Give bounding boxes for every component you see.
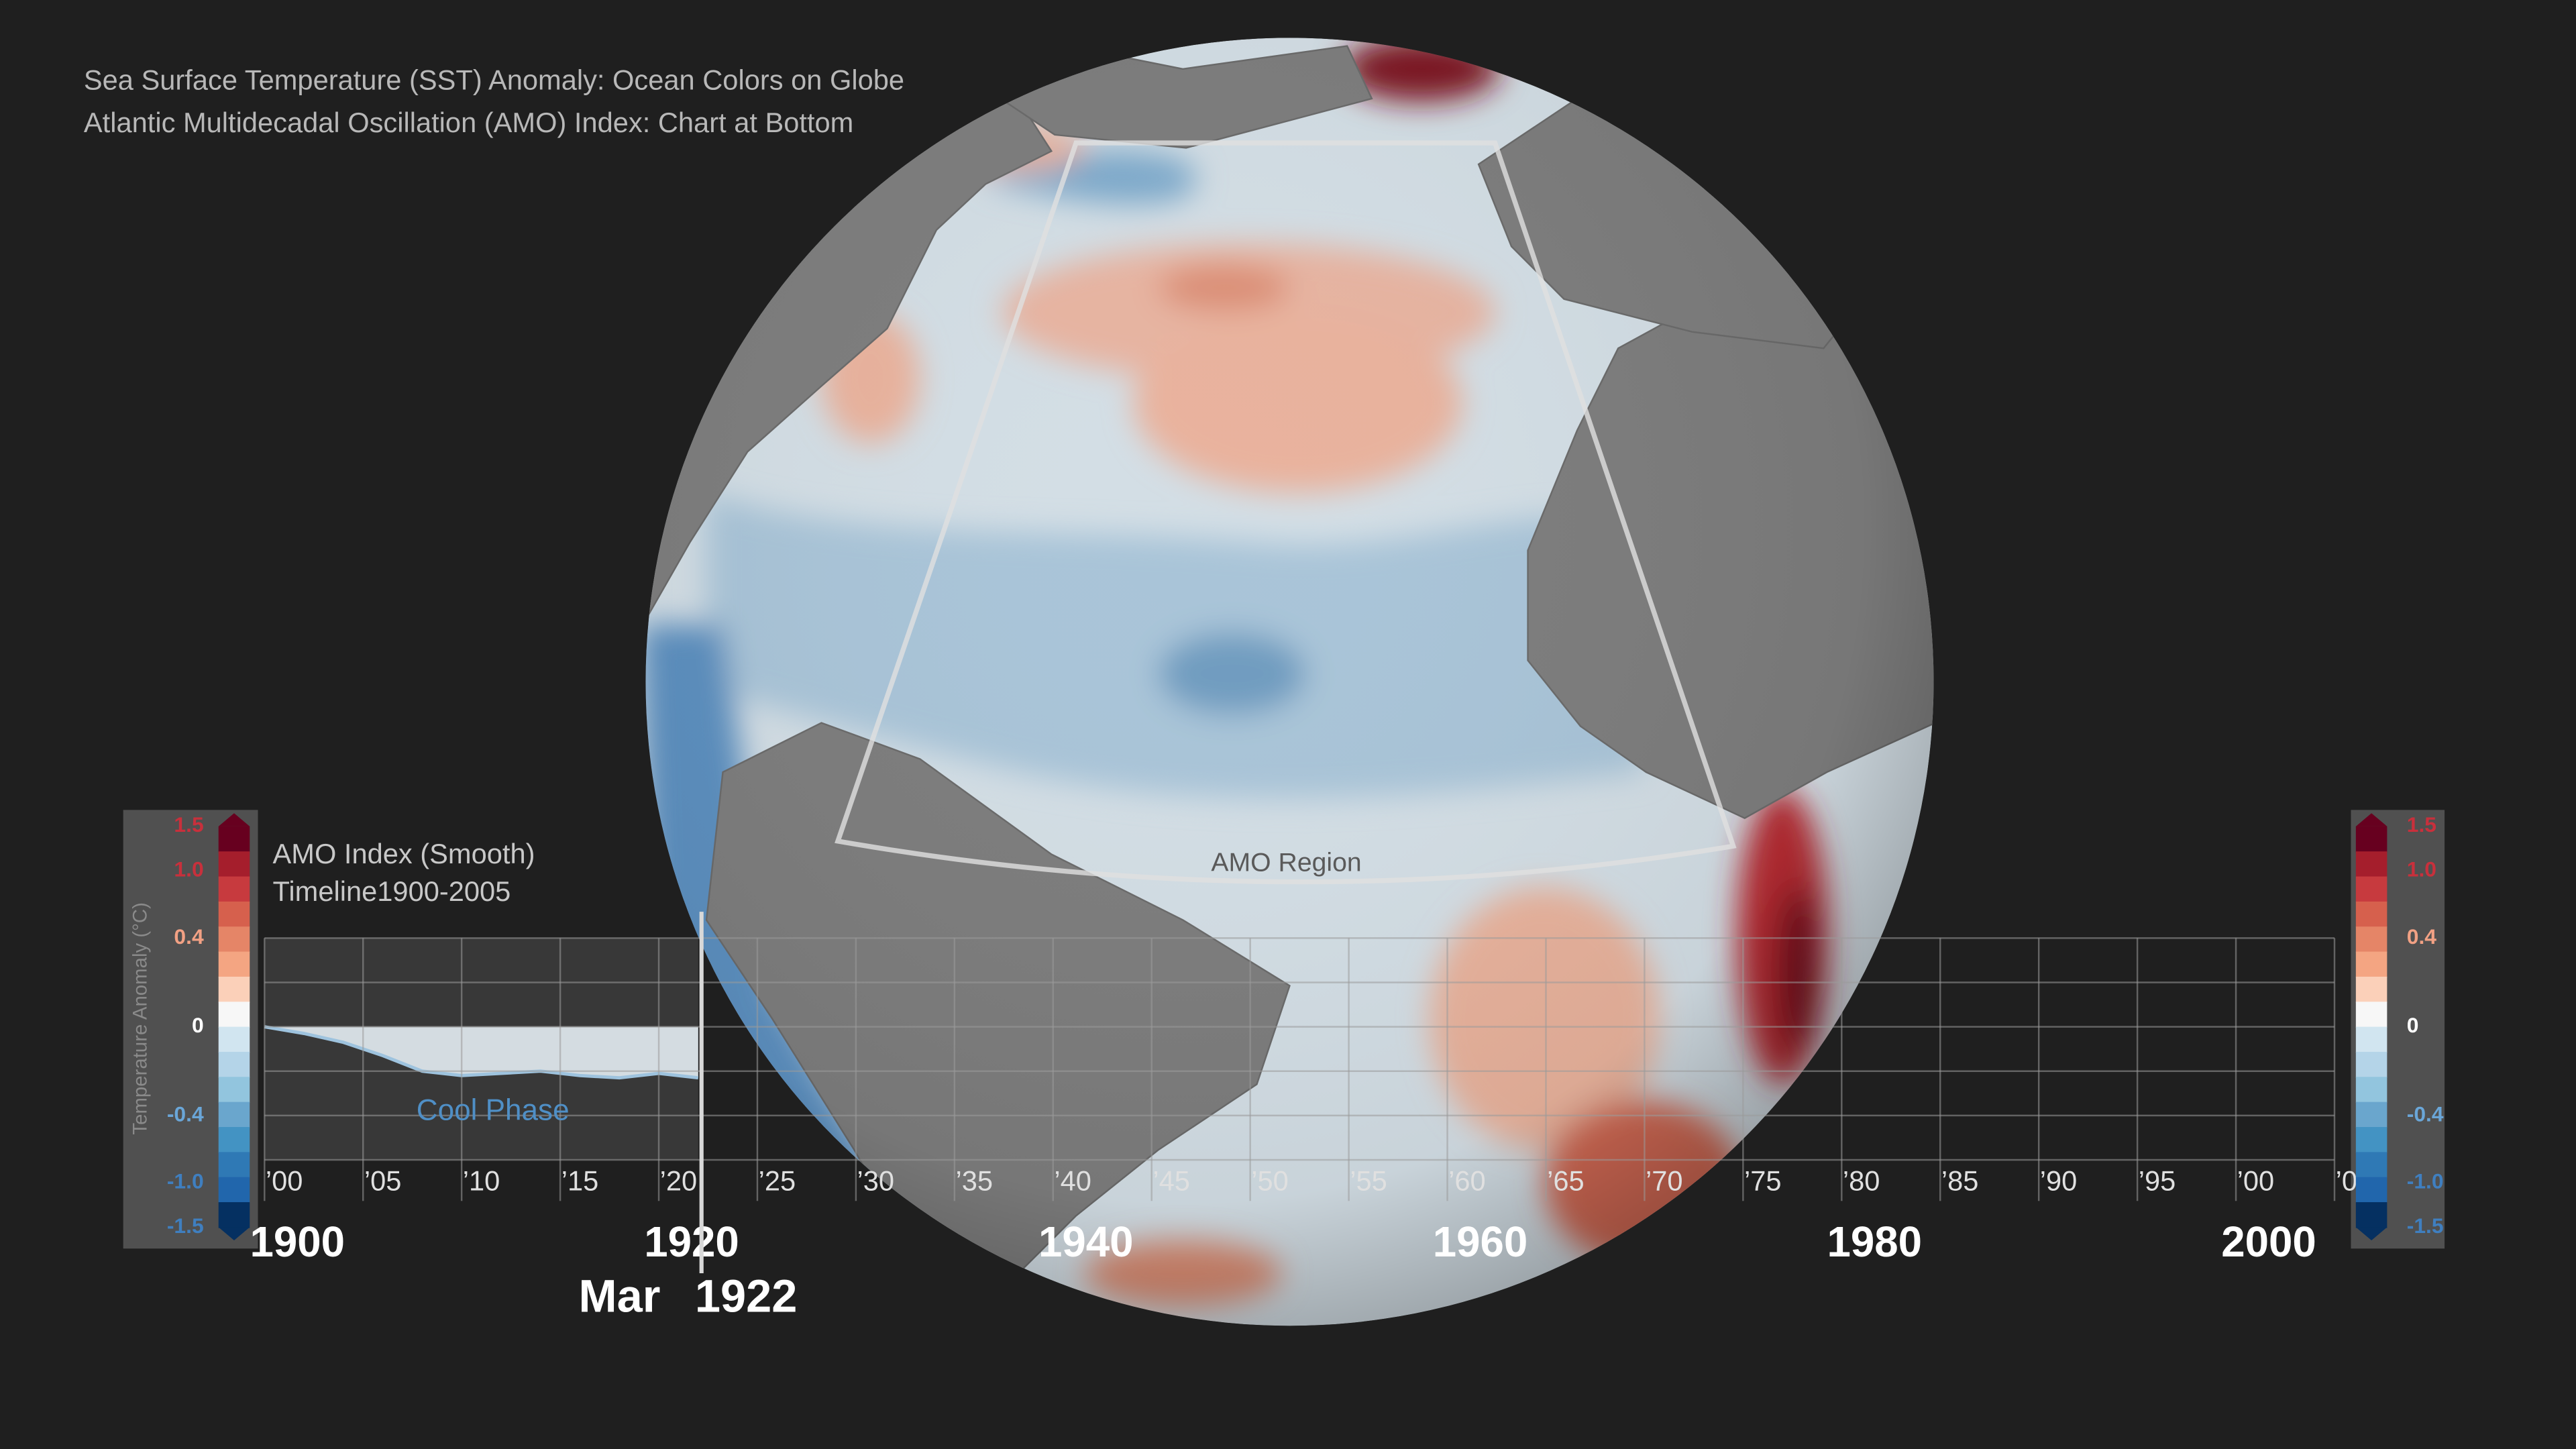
x-tick-label: ’20 (660, 1165, 698, 1196)
colorbar-tick-label: -0.4 (167, 1102, 204, 1126)
x-tick-label: ’60 (1448, 1165, 1486, 1196)
colorbar-swatch (218, 1127, 250, 1153)
x-tick-label: ’30 (857, 1165, 895, 1196)
colorbar-cap (218, 1227, 250, 1240)
colorbar-swatch (2355, 851, 2387, 877)
colorbar-tick-label: -1.0 (2407, 1169, 2444, 1193)
colorbar-cap (218, 813, 250, 826)
x-tick-label: ’95 (2139, 1165, 2176, 1196)
colorbar-swatch (2355, 901, 2387, 928)
x-tick-label: ’25 (759, 1165, 796, 1196)
current-month: Mar (579, 1270, 661, 1322)
colorbar-swatch (218, 1077, 250, 1103)
colorbar-swatch (2355, 926, 2387, 953)
amo-region-box (835, 140, 1737, 885)
x-tick-label: ’90 (2040, 1165, 2078, 1196)
colorbar-swatch (2355, 1026, 2387, 1053)
colorbar-tick-label: 1.5 (174, 812, 203, 837)
colorbar-swatch (2355, 876, 2387, 903)
colorbar-swatch (218, 1152, 250, 1178)
colorbar-swatch (218, 1051, 250, 1078)
colorbar-tick-label: 1.5 (2407, 812, 2436, 837)
colorbar-tick-label: 1.0 (174, 857, 203, 881)
colorbar-swatch (218, 951, 250, 978)
colorbar-tick-label: -0.4 (2407, 1102, 2444, 1126)
x-tick-label: ’85 (1941, 1165, 1979, 1196)
colorbar-swatch (2355, 976, 2387, 1003)
colorbar-swatch (218, 1177, 250, 1203)
chart-subtitle: Timeline1900-2005 (273, 875, 511, 907)
colorbar-swatch (218, 926, 250, 953)
x-tick-label: ’10 (463, 1165, 500, 1196)
colorbar-swatch (2355, 1177, 2387, 1203)
colorbar-tick-label: -1.0 (167, 1169, 204, 1193)
colorbar-swatch (218, 851, 250, 877)
x-tick-label: ’65 (1547, 1165, 1585, 1196)
colorbar-swatch (218, 826, 250, 853)
colorbar-tick-label: -1.5 (167, 1214, 204, 1238)
x-tick-label: ’45 (1152, 1165, 1190, 1196)
colorbar-cap (2355, 813, 2387, 826)
amo-region-label: AMO Region (1211, 849, 1361, 877)
header-line: Atlantic Multidecadal Oscillation (AMO) … (84, 107, 853, 138)
colorbar-swatch (2355, 1002, 2387, 1028)
x-tick-label: ’70 (1646, 1165, 1683, 1196)
major-year-label: 2000 (2221, 1218, 2316, 1266)
colorbar-swatch (2355, 1051, 2387, 1078)
chart-annotation: Cool Phase (417, 1094, 570, 1127)
globe-shading (645, 38, 1934, 1326)
x-tick-label: ’75 (1744, 1165, 1782, 1196)
colorbar-swatch (218, 1026, 250, 1053)
x-tick-label: ’55 (1350, 1165, 1387, 1196)
colorbar-swatch (218, 1102, 250, 1128)
header-line: Sea Surface Temperature (SST) Anomaly: O… (84, 64, 904, 95)
colorbar-swatch (2355, 1077, 2387, 1103)
x-tick-label: ’80 (1843, 1165, 1880, 1196)
colorbar-tick-label: -1.5 (2407, 1214, 2444, 1238)
area-line (264, 1025, 699, 1080)
colorbar-swatch (2355, 1102, 2387, 1128)
major-year-label: 1980 (1827, 1218, 1922, 1266)
major-year-label: 1900 (250, 1218, 345, 1266)
colorbar-swatch (218, 901, 250, 928)
x-tick-label: ’05 (364, 1165, 402, 1196)
colorbar-swatch (2355, 826, 2387, 853)
colorbar-tick-label: 0.4 (174, 924, 204, 949)
colorbar-swatch (2355, 1127, 2387, 1153)
colorbar-tick-label: 1.0 (2407, 857, 2436, 881)
colorbar-swatch (218, 876, 250, 903)
colorbar-swatch (218, 1202, 250, 1228)
chart-title: AMO Index (Smooth) (273, 838, 535, 869)
x-tick-label: ’00 (266, 1165, 303, 1196)
colorbar-swatch (218, 1002, 250, 1028)
colorbar-tick-label: 0 (2407, 1013, 2419, 1037)
major-year-label: 1920 (644, 1218, 739, 1266)
x-tick-label: ’50 (1251, 1165, 1289, 1196)
major-year-label: 1940 (1038, 1218, 1134, 1266)
globe (645, 38, 1934, 1326)
colorbar-tick-label: 0 (192, 1013, 204, 1037)
colorbar-swatch (2355, 1202, 2387, 1228)
area (264, 1026, 698, 1078)
x-tick-label: ’35 (955, 1165, 993, 1196)
x-tick-label: ’00 (2237, 1165, 2275, 1196)
colorbar-swatch (218, 976, 250, 1003)
current-year: 1922 (695, 1270, 798, 1322)
x-tick-label: ’15 (561, 1165, 599, 1196)
colorbar-swatch (2355, 951, 2387, 978)
colorbar-cap (2355, 1227, 2387, 1240)
x-tick-label: ’40 (1054, 1165, 1091, 1196)
colorbar-swatch (2355, 1152, 2387, 1178)
colorbar-label: Temperature Anomaly (°C) (129, 902, 151, 1134)
major-year-label: 1960 (1433, 1218, 1528, 1266)
colorbar-tick-label: 0.4 (2407, 924, 2437, 949)
